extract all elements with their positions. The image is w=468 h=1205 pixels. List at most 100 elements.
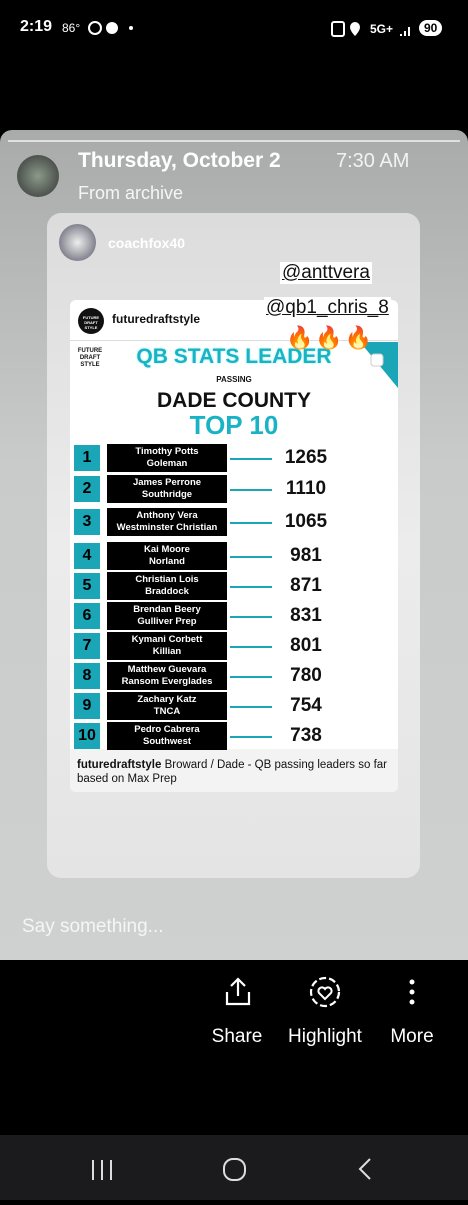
player-school: Goleman [146,458,188,469]
name-box: James Perrone Southridge [107,475,227,503]
emoji-sticker: 🔥🔥🔥 [286,325,375,350]
status-icons [88,21,133,35]
connector [230,706,272,708]
progress [8,140,460,142]
caption-account: futuredraftstyle [77,759,162,771]
connector [230,616,272,618]
rank: 1 [74,445,100,471]
player-name: Zachary Katz [137,694,197,705]
more-label[interactable]: More [390,1026,434,1047]
rank: 7 [74,633,100,659]
rank: 8 [74,663,100,689]
name-box: Brendan Beery Gulliver Prep [107,602,227,630]
highlight-label[interactable]: Highlight [288,1026,362,1047]
battery: 90 [419,20,443,36]
connector [230,646,272,648]
post-username: coachfox40 [108,235,186,251]
player-school: Norland [149,556,185,567]
player-name: Brendan Beery [133,604,201,615]
connector [230,458,272,460]
player-name: James Perrone [132,477,202,488]
caption: futuredraftstyle Broward / Dade - QB pas… [77,758,395,786]
sys-icons [331,21,360,37]
yards: 1110 [285,478,327,499]
caption-text: Broward / Dade - QB passing leaders so f… [77,759,387,785]
player-school: Westminster Christian [116,522,218,533]
yards: 871 [290,575,322,596]
connector [230,489,272,491]
name-box: Christian Lois Braddock [107,572,227,600]
corner [360,342,398,388]
image-account: futuredraftstyle [112,312,201,326]
story-source: From archive [78,183,184,203]
player-school: Southwest [142,736,192,747]
player-name: Kai Moore [144,544,190,555]
yards: 754 [290,695,322,716]
rank: 3 [74,509,100,535]
yards: 1065 [284,511,328,532]
connector [230,522,272,524]
clock: 2:19 [20,18,53,35]
share-label[interactable]: Share [211,1026,263,1047]
title: QB STATS LEADER [136,345,332,368]
player-school: TNCA [153,706,181,717]
player-name: Matthew Guevara [127,664,207,675]
connector [230,586,272,588]
nav-icons [92,1158,371,1181]
player-name: Pedro Cabrera [134,724,200,735]
yards: 780 [290,665,322,686]
mention[interactable]: @qb1_chris_8 [264,297,391,319]
avatar [17,155,59,197]
name-box: Pedro Cabrera Southwest [107,722,227,750]
yards: 981 [290,545,322,566]
player-school: Southridge [141,489,193,500]
player-name: Kymani Corbett [131,634,203,645]
yards: 738 [290,725,322,746]
connector [230,556,272,558]
name-box: Matthew Guevara Ransom Everglades [107,662,227,690]
divider [70,340,398,341]
nav-bar [0,1135,468,1200]
player-name: Anthony Vera [136,510,198,521]
more-icon[interactable] [404,978,420,1008]
region: DADE COUNTY [156,389,311,412]
player-school: Killian [152,646,182,657]
network: 5G+ [370,22,394,36]
yards: 801 [290,635,322,656]
name-box: Anthony Vera Westminster Christian [107,508,227,536]
connector [230,736,272,738]
signal [400,27,410,36]
logo: FUTURE DRAFT STYLE [78,308,104,334]
rank: 2 [74,476,100,502]
name-box: Kai Moore Norland [107,542,227,570]
player-name: Christian Lois [135,574,199,585]
name-box: Timothy Potts Goleman [107,444,227,472]
highlight-icon[interactable] [308,975,342,1009]
rank: 5 [74,573,100,599]
temperature: 86° [62,21,81,35]
player-name: Timothy Potts [135,446,199,457]
connector [230,676,272,678]
post-avatar [59,224,96,261]
player-school: Ransom Everglades [121,676,213,687]
rank: 9 [74,693,100,719]
mention[interactable]: @anttvera [280,262,372,284]
share-icon[interactable] [222,976,254,1008]
heading: TOP 10 [189,410,279,440]
yards: 1265 [284,447,328,468]
name-box: Kymani Corbett Killian [107,632,227,660]
rank: 6 [74,603,100,629]
player-school: Gulliver Prep [137,616,197,627]
caption-bg [70,749,398,792]
yards: 831 [290,605,322,626]
post-image: FUTURE DRAFT STYLE futuredraftstyle FUTU… [70,300,398,792]
story-time: 7:30 AM [336,150,410,172]
subtitle: PASSING [216,375,252,384]
reply-input[interactable]: Say something... [22,916,164,937]
rank: 10 [74,723,100,749]
player-school: Braddock [145,586,189,597]
rank: 4 [74,543,100,569]
brand: FUTURE DRAFT STYLE [77,348,103,368]
story-date: Thursday, October 2 [78,149,281,172]
